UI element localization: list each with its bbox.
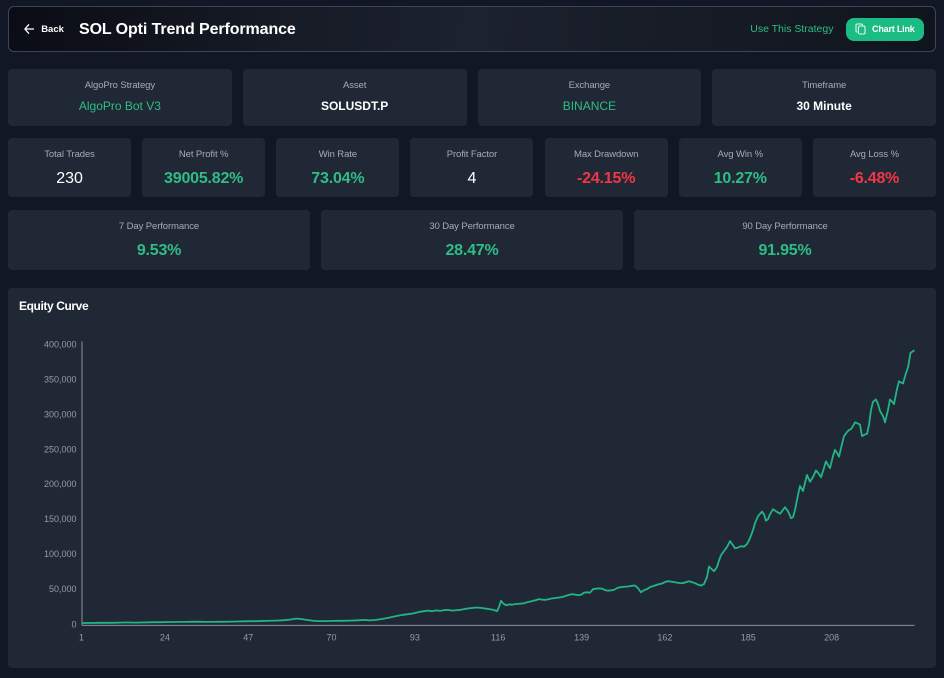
svg-text:300,000: 300,000 xyxy=(44,409,77,419)
svg-text:208: 208 xyxy=(824,632,839,642)
svg-text:250,000: 250,000 xyxy=(44,444,77,454)
svg-text:0: 0 xyxy=(71,619,76,629)
svg-text:185: 185 xyxy=(741,632,756,642)
svg-text:139: 139 xyxy=(574,632,589,642)
svg-text:150,000: 150,000 xyxy=(44,514,77,524)
svg-text:116: 116 xyxy=(491,632,505,642)
svg-text:200,000: 200,000 xyxy=(44,479,77,489)
svg-text:162: 162 xyxy=(657,632,672,642)
svg-text:24: 24 xyxy=(160,632,170,642)
svg-text:1: 1 xyxy=(79,632,84,642)
svg-text:50,000: 50,000 xyxy=(49,583,77,593)
svg-text:350,000: 350,000 xyxy=(44,374,77,384)
svg-text:100,000: 100,000 xyxy=(44,549,77,559)
svg-text:400,000: 400,000 xyxy=(44,339,77,349)
svg-text:70: 70 xyxy=(326,632,336,642)
svg-text:47: 47 xyxy=(243,632,253,642)
svg-text:93: 93 xyxy=(410,632,420,642)
